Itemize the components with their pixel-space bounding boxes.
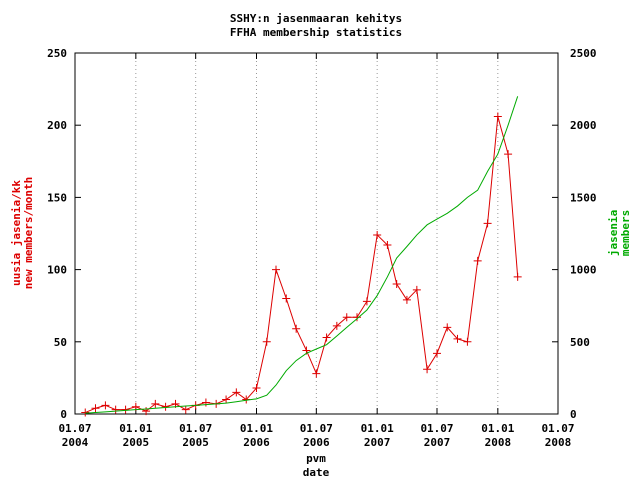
x-axis-label: date <box>303 466 330 479</box>
point-marker <box>473 256 482 265</box>
y2-axis-label: members <box>619 210 632 256</box>
point-marker <box>272 265 281 274</box>
y2-tick-label: 1000 <box>570 264 597 277</box>
point-marker <box>513 272 522 281</box>
point-marker <box>402 295 411 304</box>
y-tick-label: 0 <box>60 408 67 421</box>
x-tick-label: 01.07 2004 <box>58 422 91 449</box>
x-tick-label: 01.07 2008 <box>541 422 574 449</box>
point-marker <box>81 408 90 417</box>
point-marker <box>342 313 351 322</box>
point-marker <box>252 384 261 393</box>
y-tick-label: 150 <box>47 191 67 204</box>
point-marker <box>423 365 432 374</box>
x-tick-label: 01.07 2005 <box>179 422 212 449</box>
y-tick-label: 200 <box>47 119 67 132</box>
point-marker <box>453 334 462 343</box>
point-marker <box>282 294 291 303</box>
x-tick-label: 01.01 2006 <box>240 422 273 449</box>
chart-title: SSHY:n jasenmaaran kehitys <box>230 12 402 25</box>
y2-tick-label: 1500 <box>570 191 597 204</box>
point-marker <box>332 321 341 330</box>
x-tick-label: 01.01 2008 <box>481 422 514 449</box>
y-tick-label: 100 <box>47 264 67 277</box>
point-marker <box>222 395 231 404</box>
point-marker <box>433 349 442 358</box>
point-marker <box>111 405 120 414</box>
y-axis-label: uusia jasenia/kk <box>10 180 23 286</box>
series-line <box>85 96 519 414</box>
y-tick-label: 250 <box>47 47 67 60</box>
y2-axis-label: jasenia <box>607 210 620 256</box>
x-tick-label: 01.01 2007 <box>361 422 394 449</box>
x-tick-label: 01.07 2007 <box>420 422 453 449</box>
point-marker <box>362 297 371 306</box>
point-marker <box>493 112 502 121</box>
x-tick-label: 01.07 2006 <box>300 422 333 449</box>
point-marker <box>312 369 321 378</box>
x-tick-label: 01.01 2005 <box>119 422 152 449</box>
point-marker <box>161 402 170 411</box>
plot-frame <box>74 52 559 415</box>
point-marker <box>262 337 271 346</box>
chart-subtitle: FFHA membership statistics <box>230 26 402 39</box>
point-marker <box>373 230 382 239</box>
point-marker <box>181 405 190 414</box>
y2-tick-label: 0 <box>570 408 577 421</box>
point-marker <box>322 333 331 342</box>
y-tick-label: 50 <box>54 336 67 349</box>
y2-tick-label: 2500 <box>570 47 597 60</box>
point-marker <box>392 280 401 289</box>
point-marker <box>443 323 452 332</box>
point-marker <box>352 313 361 322</box>
point-marker <box>463 337 472 346</box>
y2-tick-label: 500 <box>570 336 590 349</box>
point-marker <box>121 405 130 414</box>
y-axis-label: new members/month <box>22 177 35 290</box>
point-marker <box>504 150 513 159</box>
point-marker <box>101 401 110 410</box>
x-axis-label: pvm <box>306 452 326 465</box>
point-marker <box>412 285 421 294</box>
point-marker <box>383 241 392 250</box>
point-marker <box>232 388 241 397</box>
point-marker <box>483 219 492 228</box>
point-marker <box>91 404 100 413</box>
point-marker <box>292 324 301 333</box>
point-marker <box>151 399 160 408</box>
y2-tick-label: 2000 <box>570 119 597 132</box>
